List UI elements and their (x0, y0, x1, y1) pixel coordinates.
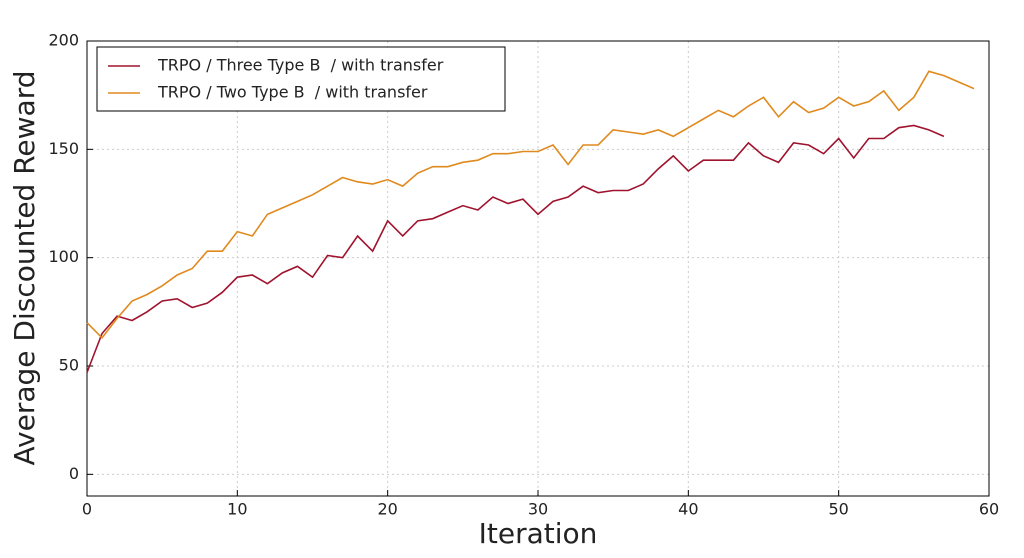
x-tick-label: 30 (528, 500, 548, 519)
x-tick-label: 60 (979, 500, 999, 519)
legend-label: TRPO / Two Type B / with transfer (157, 83, 428, 102)
x-tick-label: 40 (678, 500, 698, 519)
data-line (86, 124, 945, 373)
y-tick-label: 150 (48, 139, 79, 158)
x-tick-label: 50 (828, 500, 848, 519)
y-tick-label: 0 (69, 464, 79, 483)
legend-box (96, 46, 506, 112)
data-line (86, 70, 975, 340)
legend: TRPO / Three Type B / with transfer TRPO … (96, 46, 506, 112)
y-axis-label: Average Discounted Reward (8, 71, 41, 466)
x-tick-label: 10 (227, 500, 247, 519)
x-tick-label: 0 (82, 500, 92, 519)
y-tick-label: 200 (48, 31, 79, 50)
y-tick-label: 100 (48, 247, 79, 266)
x-tick-label: 20 (377, 500, 397, 519)
x-axis-label: Iteration (479, 517, 598, 550)
legend-label: TRPO / Three Type B / with transfer (157, 56, 444, 75)
y-tick-label: 50 (59, 356, 79, 375)
plot-frame (86, 40, 990, 497)
